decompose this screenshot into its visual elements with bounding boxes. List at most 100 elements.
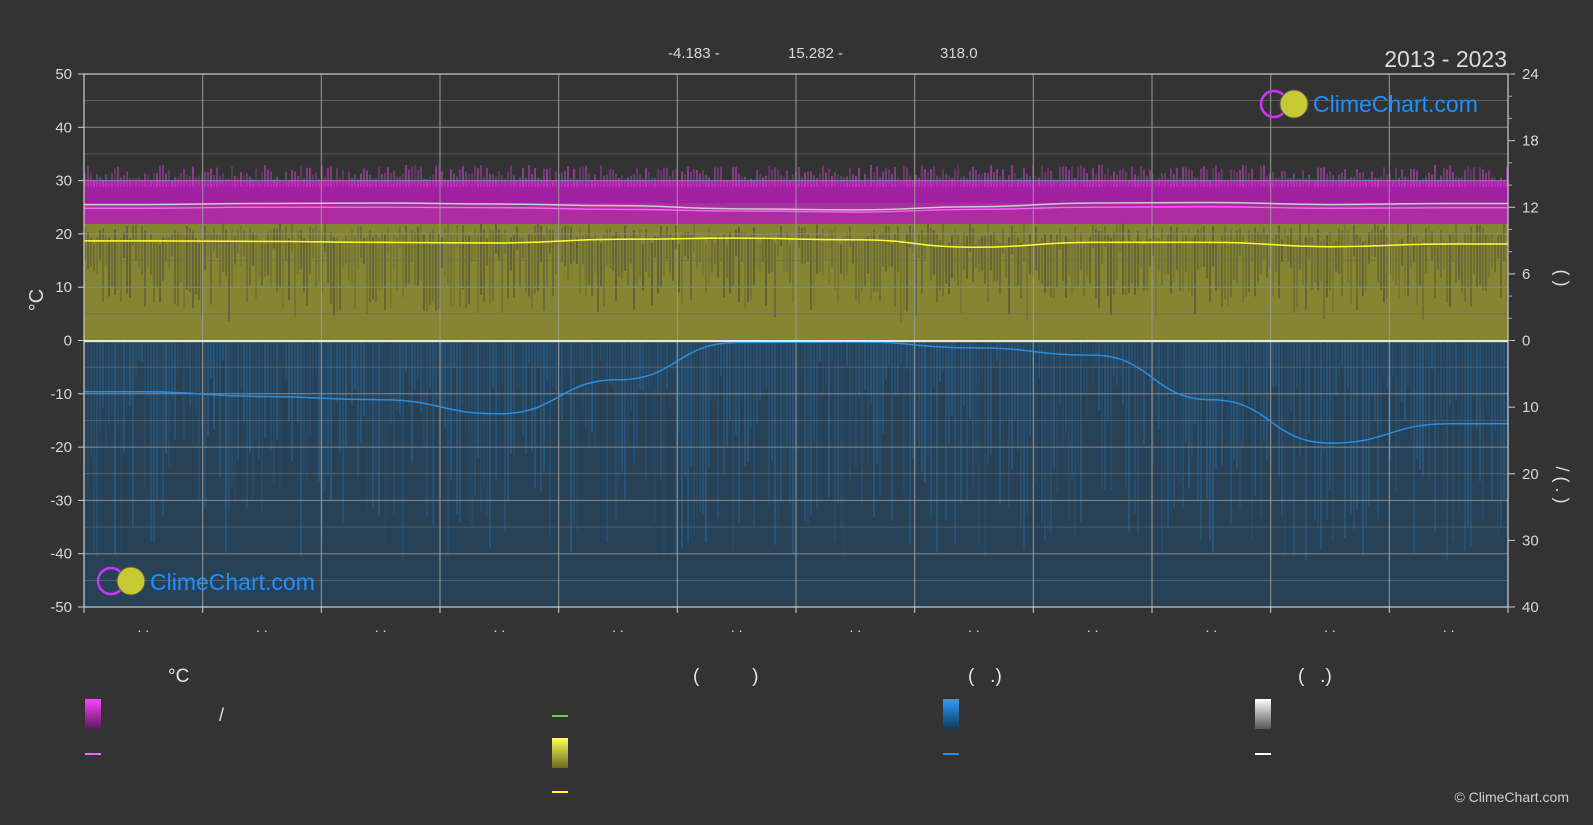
rain-texture [162, 340, 164, 517]
sun-texture [528, 233, 530, 297]
temp-texture [519, 177, 521, 187]
sun-texture [168, 237, 170, 268]
sun-texture [813, 240, 815, 307]
rain-texture [1344, 340, 1346, 539]
rain-texture [357, 340, 359, 477]
sun-texture [666, 226, 668, 259]
sun-texture [1500, 234, 1502, 298]
temp-texture [798, 166, 800, 187]
temp-texture [1452, 171, 1454, 187]
left-tick-label: 30 [55, 173, 72, 190]
rain-texture [492, 340, 494, 388]
temp-texture [582, 166, 584, 187]
temp-texture [1299, 178, 1301, 187]
rain-texture [687, 340, 689, 543]
temp-texture [315, 172, 317, 187]
temp-texture [1356, 169, 1358, 187]
rain-texture [141, 340, 143, 363]
sun-texture [948, 242, 950, 295]
rain-texture [618, 340, 620, 484]
temp-texture [762, 176, 764, 187]
temp-texture [1494, 177, 1496, 187]
rain-texture [477, 340, 479, 458]
rain-texture [1269, 340, 1271, 370]
rain-texture [444, 340, 446, 429]
sun-texture [615, 231, 617, 301]
rain-texture [174, 340, 176, 440]
temp-texture [204, 171, 206, 187]
temp-texture [1143, 169, 1145, 187]
rain-texture [1038, 340, 1040, 378]
sun-texture [246, 242, 248, 303]
temp-texture [636, 168, 638, 187]
sun-texture [132, 224, 134, 247]
temp-texture [330, 166, 332, 187]
rain-texture [102, 340, 104, 408]
rain-texture [1272, 340, 1274, 388]
sun-texture [387, 227, 389, 255]
rain-texture [1236, 340, 1238, 469]
temp-texture [420, 167, 422, 187]
sun-texture [1323, 239, 1325, 319]
sun-texture [234, 235, 236, 265]
temp-texture [1167, 177, 1169, 187]
rain-texture [144, 340, 146, 489]
rain-texture [954, 340, 956, 545]
sun-texture [1038, 242, 1040, 281]
rain-texture [300, 340, 302, 558]
temp-texture [552, 180, 554, 187]
temp-texture [1476, 180, 1478, 187]
sun-texture [1176, 227, 1178, 270]
temp-texture [912, 180, 914, 187]
sun-texture [678, 243, 680, 293]
temp-texture [162, 165, 164, 187]
sun-texture [1092, 225, 1094, 249]
temp-texture [729, 180, 731, 187]
x-tick-label: . . [375, 619, 387, 635]
sun-texture [222, 223, 224, 273]
rain-texture [126, 340, 128, 414]
sun-texture [1473, 241, 1475, 274]
rain-texture [615, 340, 617, 522]
rain-texture [882, 340, 884, 434]
rain-texture [1200, 340, 1202, 541]
rain-texture [366, 340, 368, 512]
sun-texture [1311, 237, 1313, 290]
rain-texture [441, 340, 443, 408]
sun-texture [129, 238, 131, 298]
temp-texture [240, 172, 242, 187]
precipitation-line [84, 341, 1508, 444]
rain-texture [828, 340, 830, 498]
temp-texture [660, 170, 662, 187]
rain-texture [1005, 340, 1007, 419]
temp-texture [1128, 180, 1130, 187]
rain-texture [867, 340, 869, 465]
sun-texture [1332, 242, 1334, 313]
sun-texture [669, 233, 671, 273]
temp-texture [588, 172, 590, 187]
temp-texture [708, 176, 710, 187]
rain-texture [99, 340, 101, 431]
sun-texture [954, 230, 956, 282]
temp-texture [399, 176, 401, 187]
rain-texture [369, 340, 371, 419]
sun-texture [1269, 230, 1271, 268]
sun-texture [426, 241, 428, 312]
sun-texture [963, 232, 965, 270]
temp-texture [1218, 172, 1220, 187]
rain-texture [207, 340, 209, 437]
rain-texture [1293, 340, 1295, 557]
rain-texture [1080, 340, 1082, 523]
x-tick-label: . . [612, 619, 624, 635]
rain-texture [798, 340, 800, 451]
temp-texture [855, 175, 857, 187]
rain-texture [237, 340, 239, 460]
rain-texture [204, 340, 206, 510]
temp-texture [687, 166, 689, 187]
temp-texture [1200, 168, 1202, 187]
rain-texture [774, 340, 776, 545]
left-tick-label: 40 [55, 119, 72, 136]
rain-texture [654, 340, 656, 523]
rain-texture [1320, 340, 1322, 549]
temp-texture [237, 176, 239, 187]
